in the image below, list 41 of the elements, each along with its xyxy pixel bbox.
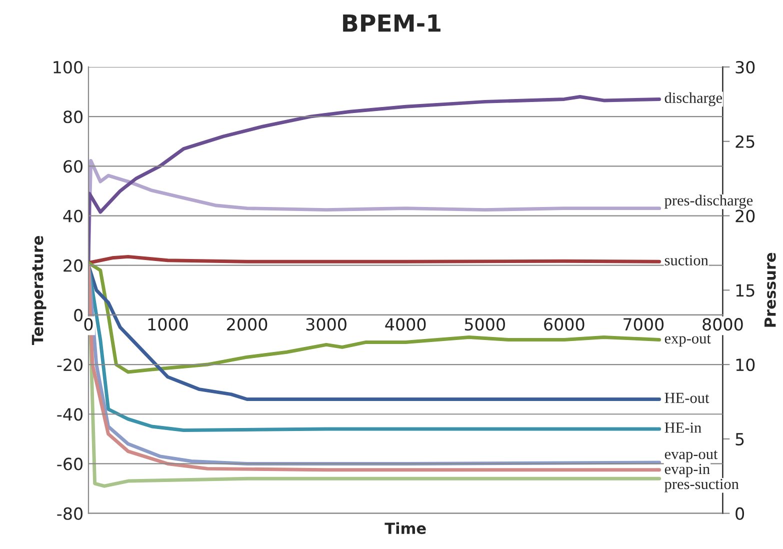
series-label: exp-out: [664, 334, 711, 347]
x-tick-label: 6000: [544, 318, 584, 331]
y2-tick-label: 10: [736, 358, 755, 372]
x-tick-label: 3000: [306, 318, 346, 331]
y-tick-label: 40: [63, 210, 83, 222]
y-tick-label: 0: [74, 308, 83, 322]
series-label: evap-in: [664, 464, 710, 478]
x-tick-label: 4000: [385, 318, 426, 331]
x-tick-label: 2000: [227, 318, 268, 331]
x-tick-label: 7000: [624, 318, 664, 331]
x-tick-label: 0: [84, 318, 93, 331]
series-label: evap-out: [664, 450, 718, 462]
y2-tick-label: 0: [736, 507, 744, 520]
y2-axis-title: Pressure: [764, 252, 776, 327]
x-axis-title: Time: [384, 522, 426, 534]
series-label: pres-discharge: [664, 194, 753, 209]
y-tick-label: 80: [64, 110, 83, 124]
y2-tick-label: 25: [736, 135, 754, 148]
line-series: [88, 95, 662, 262]
x-tick-label: 8000: [702, 318, 743, 331]
y-tick-label: 20: [64, 259, 83, 272]
series-label: HE-out: [664, 392, 710, 404]
line-series: [88, 254, 662, 265]
y-axis-title: Temperature: [32, 236, 46, 346]
series-label: HE-in: [664, 422, 702, 433]
y2-tick-label: 15: [736, 284, 754, 297]
y2-tick-label: 30: [736, 60, 755, 74]
y2-tick-label: 5: [736, 433, 744, 446]
series-label: pres-suction: [664, 478, 739, 492]
y-tick-label: -40: [57, 408, 83, 421]
x-tick-label: 1000: [148, 318, 188, 331]
y-tick-label: -80: [57, 507, 83, 520]
x-tick-label: 5000: [464, 318, 505, 331]
series-label: suction: [664, 255, 708, 266]
chart-title: BPEM-1: [343, 14, 440, 32]
series-label: discharge: [664, 92, 722, 106]
y-tick-label: 60: [64, 160, 83, 173]
y2-tick-label: 20: [736, 210, 755, 222]
y-tick-label: 100: [54, 60, 83, 74]
y-tick-label: -20: [57, 358, 83, 372]
y-tick-label: -60: [57, 458, 83, 470]
